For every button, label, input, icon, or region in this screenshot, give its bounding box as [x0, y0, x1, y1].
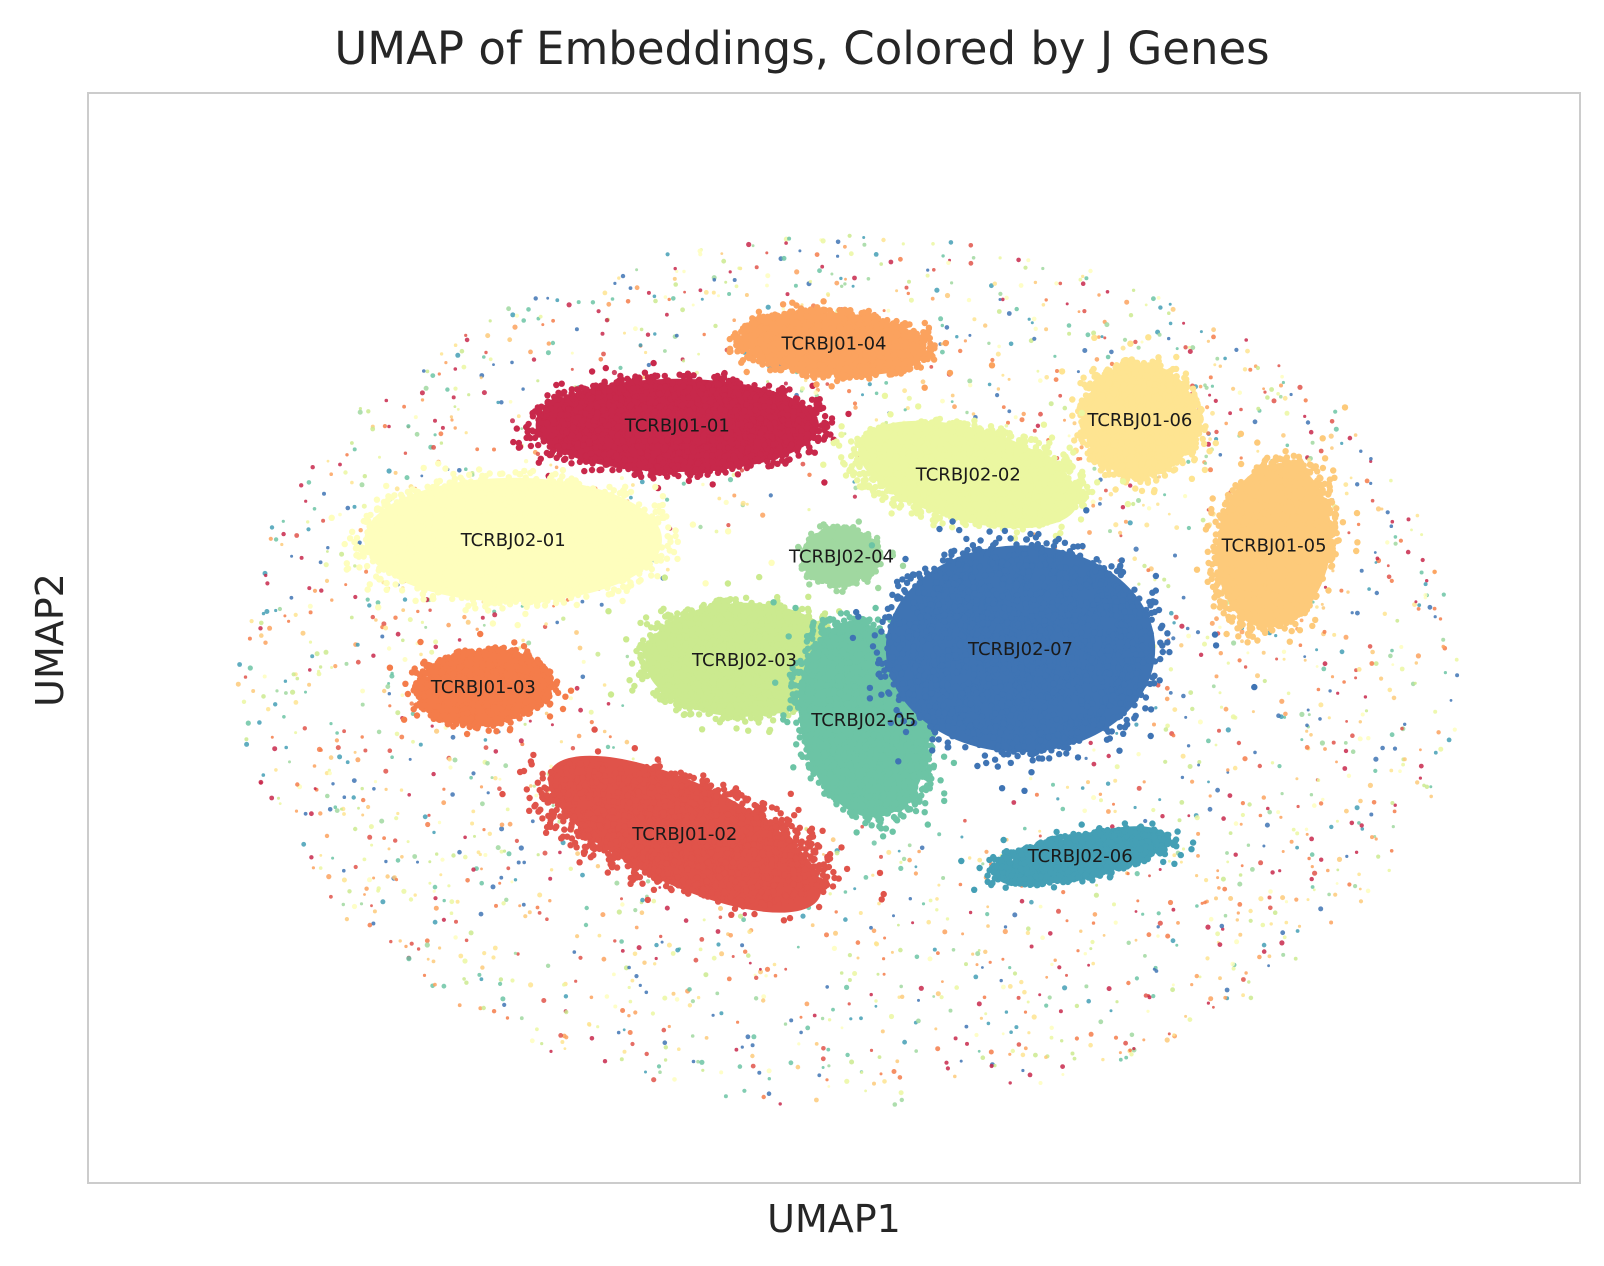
cluster-label-tcrbj01-04: TCRBJ01-04: [781, 334, 887, 355]
cluster-label-tcrbj01-05: TCRBJ01-05: [1221, 535, 1327, 556]
cluster-label-tcrbj01-03: TCRBJ01-03: [430, 677, 536, 698]
cluster-label-tcrbj01-06: TCRBJ01-06: [1086, 410, 1192, 431]
cluster-label-tcrbj01-01: TCRBJ01-01: [624, 415, 730, 436]
cluster-label-tcrbj02-05: TCRBJ02-05: [810, 710, 916, 731]
cluster-label-tcrbj02-03: TCRBJ02-03: [691, 650, 797, 671]
cluster-label-tcrbj02-01: TCRBJ02-01: [460, 530, 566, 551]
cluster-label-tcrbj02-06: TCRBJ02-06: [1027, 846, 1133, 867]
cluster-label-tcrbj02-07: TCRBJ02-07: [967, 639, 1073, 660]
cluster-label-tcrbj01-02: TCRBJ01-02: [631, 824, 737, 845]
cluster-label-tcrbj02-04: TCRBJ02-04: [788, 546, 894, 567]
cluster-label-tcrbj02-02: TCRBJ02-02: [915, 465, 1021, 486]
